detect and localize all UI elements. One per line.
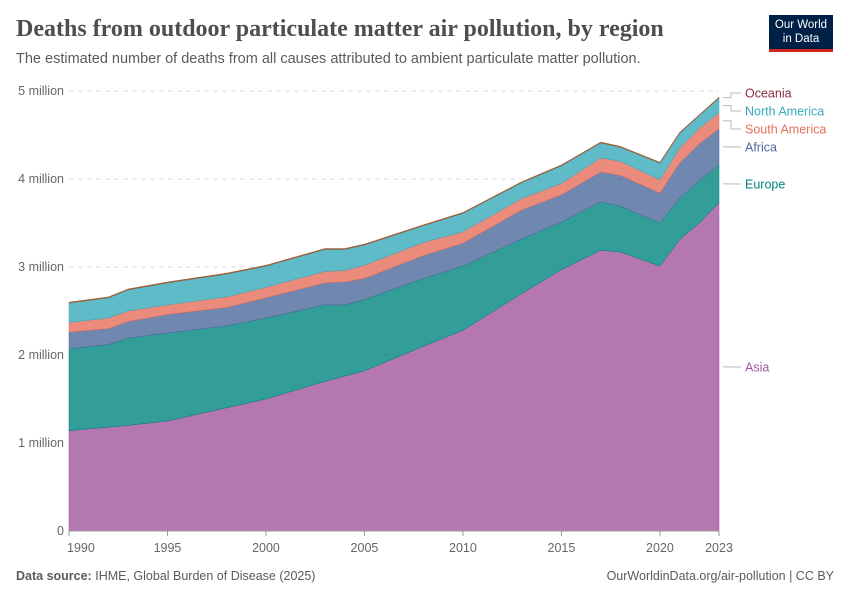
legend-label-africa: Africa bbox=[745, 141, 777, 155]
x-tick-label: 2023 bbox=[705, 541, 733, 555]
legend-label-europe: Europe bbox=[745, 178, 785, 192]
legend-label-south-america: South America bbox=[745, 123, 826, 137]
legend-leader-line bbox=[723, 105, 741, 112]
source-label: Data source: bbox=[16, 569, 92, 583]
x-tick-label: 2005 bbox=[351, 541, 379, 555]
x-tick-label: 2010 bbox=[449, 541, 477, 555]
y-tick-label: 3 million bbox=[18, 260, 64, 274]
x-tick-label: 1995 bbox=[154, 541, 182, 555]
source-url[interactable]: OurWorldinData.org/air-pollution | CC BY bbox=[606, 569, 834, 583]
x-tick-label: 2015 bbox=[548, 541, 576, 555]
y-tick-label: 1 million bbox=[18, 436, 64, 450]
data-source: Data source: IHME, Global Burden of Dise… bbox=[16, 569, 315, 583]
y-tick-label: 5 million bbox=[18, 84, 64, 98]
y-tick-label: 4 million bbox=[18, 172, 64, 186]
x-tick-label: 1990 bbox=[67, 541, 95, 555]
legend-leader-line bbox=[723, 120, 741, 130]
chart-title: Deaths from outdoor particulate matter a… bbox=[16, 16, 664, 42]
x-tick-label: 2020 bbox=[646, 541, 674, 555]
legend-label-oceania: Oceania bbox=[745, 87, 792, 101]
y-tick-label: 2 million bbox=[18, 348, 64, 362]
legend-label-asia: Asia bbox=[745, 361, 769, 375]
x-tick-label: 2000 bbox=[252, 541, 280, 555]
area-oceania bbox=[68, 96, 720, 304]
source-text[interactable]: IHME, Global Burden of Disease (2025) bbox=[95, 569, 316, 583]
legend-leader-line bbox=[723, 92, 741, 99]
legend-label-north-america: North America bbox=[745, 105, 824, 119]
owid-logo[interactable]: Our World in Data bbox=[769, 15, 833, 52]
chart-subtitle: The estimated number of deaths from all … bbox=[16, 51, 641, 67]
y-tick-label: 0 bbox=[57, 524, 64, 538]
